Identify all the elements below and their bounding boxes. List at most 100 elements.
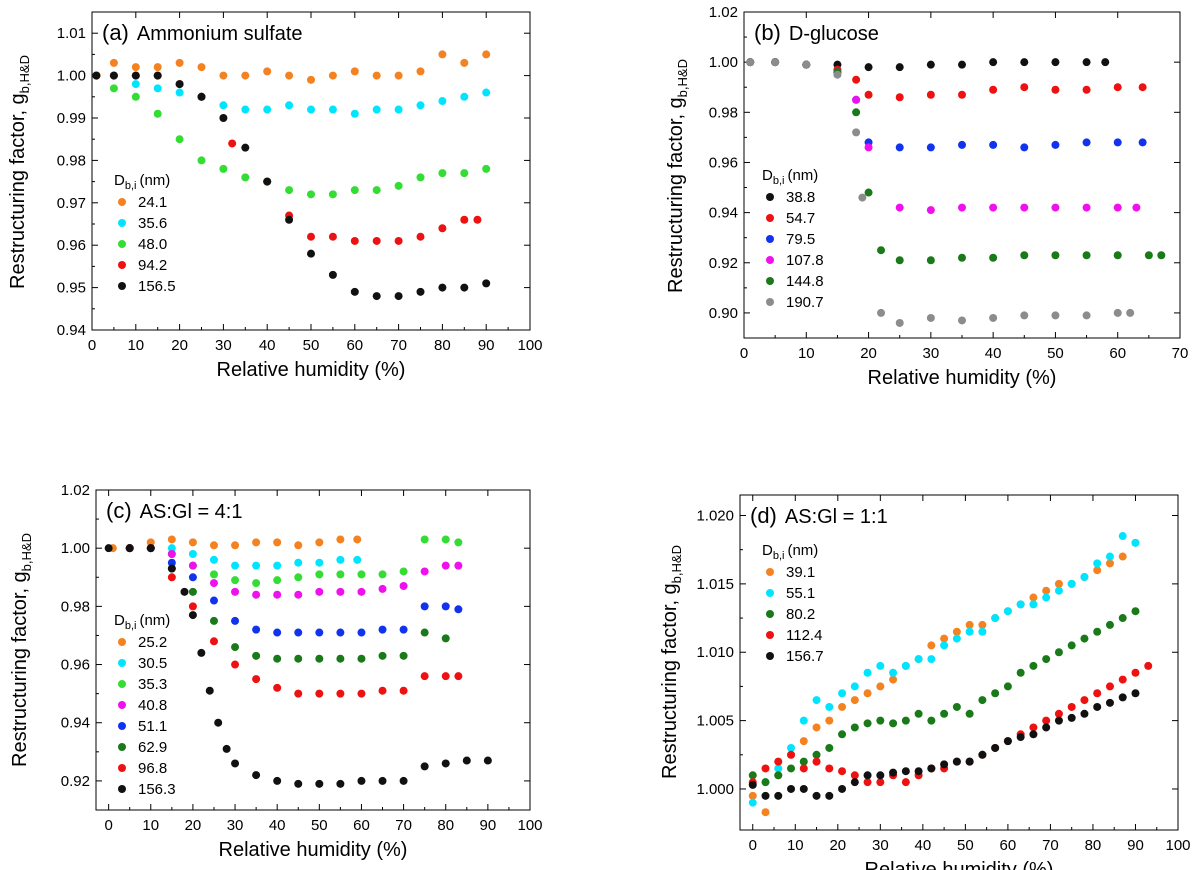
legend-entry: 144.8 <box>786 273 824 290</box>
series-96.8 <box>125 544 463 698</box>
data-point <box>336 654 345 663</box>
data-point <box>357 628 366 637</box>
data-point <box>761 778 770 787</box>
data-point <box>454 561 463 570</box>
data-point <box>978 620 987 629</box>
data-point <box>812 723 821 732</box>
data-point <box>812 757 821 766</box>
series-156.5 <box>92 71 491 301</box>
data-point <box>825 702 834 711</box>
data-point <box>989 313 998 322</box>
y-axis-label: Restructuring factor, gb,H&D <box>665 59 690 293</box>
data-point <box>1067 702 1076 711</box>
plot-frame <box>739 494 1179 831</box>
data-point <box>1029 600 1038 609</box>
data-point <box>991 689 1000 698</box>
data-point <box>441 602 450 611</box>
x-tick-label: 30 <box>923 345 940 362</box>
data-point <box>926 143 935 152</box>
x-tick-label: 20 <box>171 337 188 354</box>
legend-marker <box>118 722 126 730</box>
data-point <box>989 140 998 149</box>
x-tick-label: 80 <box>434 337 451 354</box>
x-axis-label: Relative humidity (%) <box>865 859 1054 870</box>
data-point <box>850 723 859 732</box>
data-point <box>219 114 228 122</box>
data-point <box>1051 251 1060 260</box>
data-point <box>1016 733 1025 742</box>
data-point <box>1080 573 1089 582</box>
data-point <box>1082 138 1091 147</box>
data-point <box>850 696 859 705</box>
data-point <box>940 760 949 769</box>
data-point <box>315 538 324 547</box>
data-point <box>146 544 155 553</box>
data-point <box>252 771 261 780</box>
data-point <box>441 535 450 544</box>
data-point <box>315 558 324 567</box>
data-point <box>787 784 796 793</box>
data-point <box>231 643 240 652</box>
data-point <box>167 564 176 573</box>
data-point <box>748 791 757 800</box>
legend-entry: 39.1 <box>786 564 815 581</box>
legend-entry: 35.6 <box>138 215 167 232</box>
data-point <box>188 538 197 547</box>
data-point <box>454 672 463 681</box>
legend-entry: 156.3 <box>138 781 176 798</box>
data-point <box>746 58 755 67</box>
data-point <box>1093 702 1102 711</box>
data-point <box>901 661 910 670</box>
data-point <box>799 716 808 725</box>
data-point <box>482 164 491 173</box>
data-point <box>420 762 429 771</box>
legend-marker <box>766 235 774 243</box>
data-point <box>231 660 240 669</box>
panel-title: (d) AS:Gl = 1:1 <box>750 503 888 528</box>
data-point <box>1051 85 1060 94</box>
data-point <box>901 767 910 776</box>
x-tick-label: 80 <box>1085 837 1102 854</box>
data-point <box>336 628 345 637</box>
data-point <box>787 750 796 759</box>
x-tick-label: 30 <box>227 817 244 834</box>
data-point <box>965 709 974 718</box>
data-point <box>1093 566 1102 575</box>
y-tick-label: 0.99 <box>57 110 86 127</box>
data-point <box>209 570 218 579</box>
data-point <box>1042 593 1051 602</box>
data-point <box>1082 311 1091 320</box>
x-tick-label: 60 <box>1000 837 1017 854</box>
data-point <box>799 764 808 773</box>
data-point <box>482 279 491 288</box>
data-point <box>336 587 345 596</box>
data-point <box>926 313 935 322</box>
legend-marker <box>766 214 774 222</box>
data-point <box>285 101 294 110</box>
data-point <box>378 570 387 579</box>
data-point <box>901 778 910 787</box>
data-point <box>394 236 403 245</box>
x-tick-label: 40 <box>259 337 276 354</box>
data-point <box>895 143 904 152</box>
data-point <box>438 224 447 233</box>
data-point <box>482 50 491 59</box>
data-point <box>838 689 847 698</box>
data-point <box>825 791 834 800</box>
x-tick-label: 90 <box>480 817 497 834</box>
data-point <box>965 620 974 629</box>
data-point <box>989 203 998 212</box>
legend-entry: 112.4 <box>786 627 822 644</box>
data-point <box>273 683 282 692</box>
data-point <box>1144 661 1153 670</box>
data-point <box>1080 696 1089 705</box>
data-point <box>1067 641 1076 650</box>
data-point <box>416 101 425 110</box>
legend-entry: 51.1 <box>138 718 167 735</box>
data-point <box>1003 607 1012 616</box>
data-point <box>1029 661 1038 670</box>
data-point <box>315 628 324 637</box>
data-point <box>372 105 381 114</box>
data-point <box>394 71 403 80</box>
x-axis-label: Relative humidity (%) <box>219 839 408 861</box>
